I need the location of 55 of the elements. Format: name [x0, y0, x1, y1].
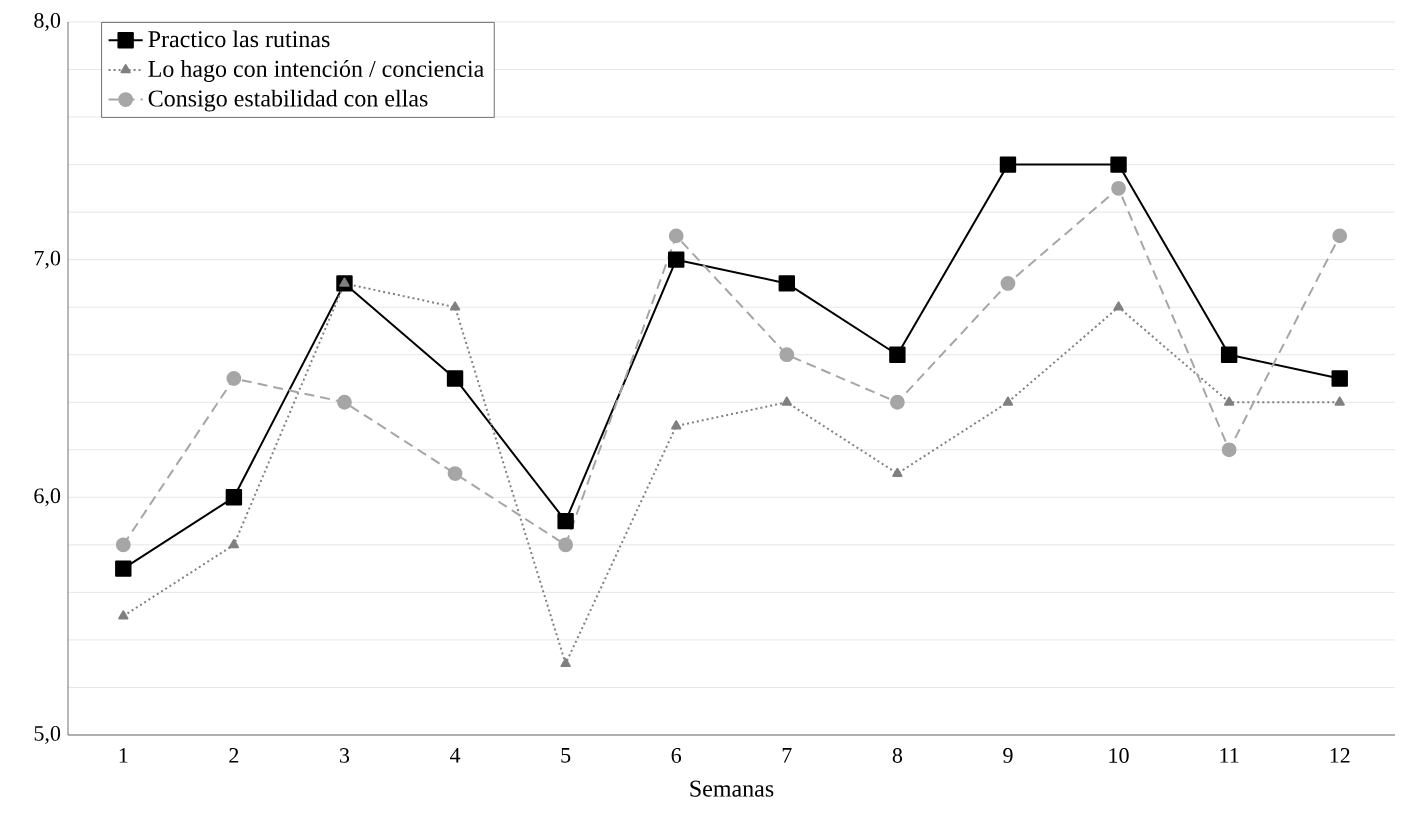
legend-label: Consigo estabilidad con ellas	[148, 89, 428, 112]
y-tick-label: 8,0	[34, 13, 61, 31]
point	[558, 537, 574, 553]
point	[557, 512, 574, 530]
point	[999, 156, 1017, 173]
point	[1111, 180, 1126, 196]
point	[779, 347, 795, 363]
point	[449, 301, 461, 311]
point	[668, 228, 684, 244]
point	[115, 560, 132, 577]
point	[1113, 301, 1124, 311]
y-tick-label: 6,0	[34, 488, 61, 507]
x-tick-label: 5	[561, 748, 571, 763]
point	[1221, 442, 1237, 458]
point	[1223, 396, 1235, 406]
point	[337, 394, 352, 410]
point	[668, 251, 685, 268]
point	[1334, 396, 1345, 406]
point	[339, 277, 350, 287]
point	[447, 466, 463, 481]
point	[1220, 346, 1238, 363]
x-axis-title: Semanas	[690, 780, 774, 797]
point	[1332, 228, 1348, 244]
point	[781, 396, 792, 406]
x-tick-label: 10	[1109, 748, 1129, 763]
x-tick-label: 1	[119, 748, 128, 763]
point	[1002, 396, 1014, 406]
point	[892, 467, 903, 477]
point	[778, 275, 795, 292]
point	[1110, 156, 1127, 173]
point	[560, 657, 571, 668]
point	[228, 539, 240, 549]
point	[889, 394, 905, 410]
y-tick-label: 7,0	[34, 250, 61, 269]
point	[1000, 276, 1016, 291]
y-tick-label: 5,0	[34, 725, 61, 744]
point	[671, 420, 682, 430]
point	[446, 370, 464, 387]
point	[118, 610, 129, 620]
point	[115, 537, 131, 553]
point	[1331, 370, 1348, 387]
x-tick-label: 4	[449, 748, 461, 763]
legend-label: Lo hago con intención / conciencia	[148, 60, 484, 82]
point	[889, 346, 906, 363]
point	[225, 489, 243, 506]
x-tick-label: 8	[892, 748, 903, 763]
x-tick-label: 2	[229, 748, 239, 763]
x-tick-label: 6	[671, 748, 682, 763]
x-tick-label: 11	[1220, 748, 1239, 763]
x-tick-label: 12	[1330, 748, 1350, 763]
point	[226, 371, 242, 386]
legend-label: Practico las rutinas	[148, 30, 330, 48]
x-tick-label: 9	[1003, 748, 1013, 763]
x-tick-label: 3	[340, 748, 350, 763]
x-tick-label: 7	[782, 748, 792, 763]
